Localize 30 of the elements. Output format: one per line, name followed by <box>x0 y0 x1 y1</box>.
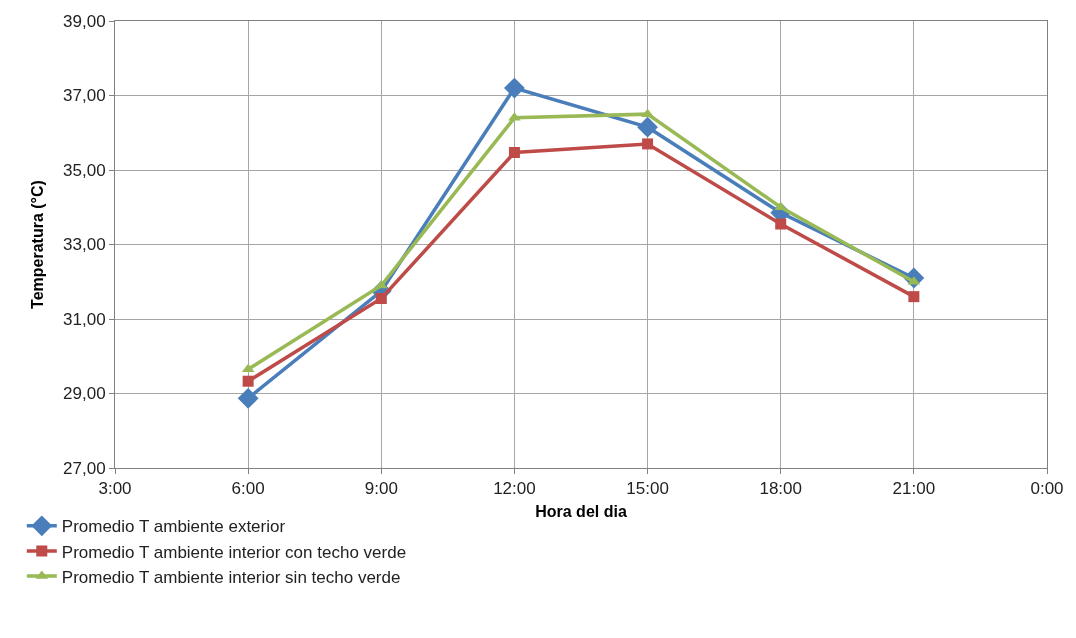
x-tick-label: 18:00 <box>759 479 802 499</box>
x-tick-label: 21:00 <box>892 479 936 499</box>
legend-label: Promedio T ambiente exterior <box>61 517 286 537</box>
point <box>775 218 787 230</box>
x-axis-title: Hora del dia <box>535 503 627 521</box>
point <box>508 146 520 158</box>
point <box>242 375 254 387</box>
point <box>504 77 525 99</box>
x-tick-label: 0:00 <box>1030 479 1064 499</box>
y-tick-label: 39,00 <box>63 11 106 31</box>
y-tick-label: 31,00 <box>63 309 106 329</box>
y-tick-label: 29,00 <box>63 384 106 404</box>
y-tick-label: 33,00 <box>63 235 106 255</box>
point <box>642 138 654 150</box>
x-tick-label: 3:00 <box>98 479 132 499</box>
point <box>637 116 658 138</box>
legend-label: Promedio T ambiente interior sin techo verde <box>61 567 401 587</box>
point <box>375 293 387 305</box>
x-tick-label: 9:00 <box>364 479 398 499</box>
y-tick-label: 27,00 <box>63 458 106 478</box>
x-tick-label: 15:00 <box>626 479 669 499</box>
point <box>908 291 920 303</box>
x-tick-label: 6:00 <box>231 479 265 499</box>
point <box>237 387 259 409</box>
y-tick-label: 35,00 <box>63 160 106 180</box>
legend-label: Promedio T ambiente interior con techo verde <box>61 542 407 562</box>
y-tick-label: 37,00 <box>63 86 106 106</box>
x-tick-label: 12:00 <box>493 479 536 499</box>
point <box>241 363 255 373</box>
y-axis-title: Temperatura (°C) <box>28 180 46 309</box>
